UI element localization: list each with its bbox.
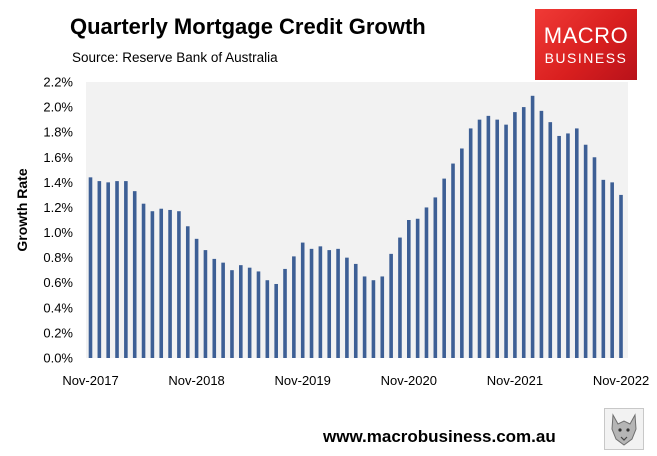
bar [477,119,482,358]
y-axis-ticks: 0.0% 0.2% 0.4% 0.6% 0.8% 1.0% 1.2% 1.4% 1.6% 1.8%… [43,75,73,366]
bar [345,257,349,358]
bar [362,276,367,358]
bar [442,178,446,358]
bar [150,211,155,358]
bar [274,283,278,358]
macrobusiness-logo: MACRO BUSINESS [535,9,637,80]
bar [407,220,411,358]
y-tick-label: 1.6% [43,150,73,165]
y-tick-label: 2.2% [43,75,73,90]
x-tick-label: Nov-2017 [62,373,118,388]
bar [619,194,623,358]
bar [495,119,500,358]
bar [380,276,385,358]
bar [433,197,438,358]
x-tick-label: Nov-2021 [487,373,543,388]
bar [256,271,261,358]
bar [583,144,588,358]
bar [230,270,234,358]
bar [292,256,296,358]
bar [530,95,535,359]
bar [521,107,526,358]
bar [265,280,270,358]
bar [468,128,473,358]
bar [300,242,305,358]
bar [486,115,491,359]
bars-group [88,95,623,359]
bar [389,253,393,358]
bar [309,248,314,358]
bar [194,238,199,358]
bar [177,211,181,358]
y-tick-label: 0.4% [43,300,73,315]
bar [557,135,561,358]
y-tick-label: 1.0% [43,225,73,240]
y-tick-label: 0.0% [43,351,73,366]
bar [159,208,164,358]
bar [451,163,455,358]
bar [247,267,252,358]
y-tick-label: 1.4% [43,175,73,190]
bar [398,237,402,358]
chart-title: Quarterly Mortgage Credit Growth [70,14,426,39]
bar [97,181,102,358]
y-tick-label: 2.0% [43,100,73,115]
wolf-logo [604,408,644,450]
bar [327,250,332,358]
x-tick-label: Nov-2018 [168,373,224,388]
bar [132,191,137,358]
bar [336,248,340,358]
y-tick-label: 0.2% [43,325,73,340]
bar [168,209,172,358]
bar [548,122,553,359]
logo-line-2: BUSINESS [544,50,628,66]
bar [424,207,429,358]
bar [115,181,119,358]
bar [610,182,614,358]
bar [212,258,217,358]
y-axis-label: Growth Rate [14,168,30,251]
bar [539,110,544,358]
bar [141,203,146,358]
bar [592,157,597,358]
bar [566,133,570,358]
y-tick-label: 1.2% [43,200,73,215]
website-url: www.macrobusiness.com.au [323,427,556,446]
chart-subtitle: Source: Reserve Bank of Australia [72,50,278,65]
bar [513,112,517,358]
x-tick-label: Nov-2022 [593,373,649,388]
y-tick-label: 0.8% [43,250,73,265]
bar [371,280,376,358]
bar [203,250,208,358]
bar [353,263,358,358]
x-tick-label: Nov-2019 [275,373,331,388]
bar [185,226,190,358]
y-tick-label: 0.6% [43,275,73,290]
bar [318,246,323,358]
bar [504,124,508,359]
bar [283,268,287,358]
x-tick-label: Nov-2020 [381,373,437,388]
bar [460,148,464,358]
bar [239,265,243,358]
x-axis-ticks: Nov-2017 Nov-2018 Nov-2019 Nov-2020 Nov-2021… [62,373,649,388]
bar [124,181,128,358]
bar [415,218,420,358]
bar [221,262,225,358]
bar [574,128,579,358]
logo-line-1: MACRO [543,23,629,48]
y-tick-label: 1.8% [43,125,73,140]
bar [106,182,110,358]
bar [601,179,606,358]
bar [88,177,93,358]
